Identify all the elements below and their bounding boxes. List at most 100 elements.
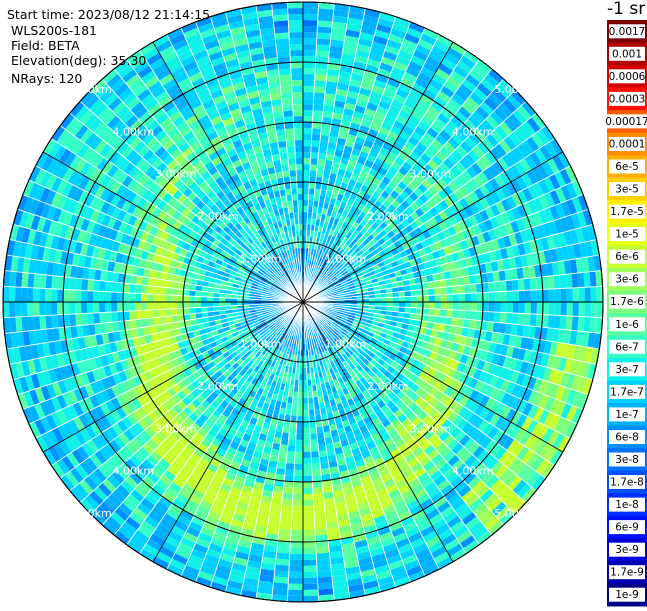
- range-gate: [591, 287, 597, 302]
- range-gate: [303, 110, 313, 116]
- range-gate: [317, 559, 331, 566]
- range-gate: [320, 462, 329, 469]
- range-gate: [9, 317, 16, 333]
- range-gate: [560, 274, 567, 288]
- range-gate: [153, 294, 159, 302]
- range-gate: [159, 295, 165, 303]
- range-gate: [303, 578, 318, 584]
- range-gate: [416, 308, 422, 315]
- range-gate: [81, 279, 88, 291]
- range-gate: [310, 164, 318, 171]
- range-gate: [471, 293, 477, 302]
- range-gate: [423, 302, 429, 309]
- range-gate: [117, 302, 123, 312]
- range-gate: [291, 530, 303, 536]
- range-gate: [282, 493, 293, 500]
- range-gate: [572, 316, 579, 331]
- range-gate: [303, 20, 318, 26]
- range-gate: [147, 302, 153, 310]
- range-gate: [464, 284, 471, 293]
- range-gate: [27, 302, 33, 316]
- range-gate: [463, 276, 470, 285]
- range-gate: [483, 302, 489, 312]
- range-gate: [153, 286, 160, 294]
- range-gate: [518, 279, 525, 291]
- range-gate: [123, 302, 129, 311]
- range-gate: [289, 433, 297, 440]
- range-gate: [303, 68, 315, 74]
- range-gate: [311, 146, 319, 153]
- range-gate: [303, 134, 312, 140]
- range-gate: [177, 302, 183, 309]
- range-gate: [537, 302, 543, 315]
- range-gate: [434, 309, 441, 317]
- range-gate: [295, 458, 304, 464]
- range-gate: [303, 86, 314, 92]
- range-gate: [129, 293, 135, 302]
- range-gate: [99, 312, 106, 323]
- range-gate: [99, 281, 106, 292]
- range-gate: [555, 302, 561, 316]
- range-gate: [136, 276, 143, 285]
- range-gate: [441, 295, 447, 303]
- range-gate: [494, 312, 501, 323]
- range-gate: [288, 439, 296, 446]
- range-gate: [451, 278, 458, 287]
- range-gate: [291, 415, 298, 421]
- range-gate: [201, 302, 207, 307]
- range-gate: [537, 289, 543, 302]
- range-gate: [195, 296, 201, 302]
- range-gate: [293, 494, 303, 500]
- range-gate: [591, 302, 597, 317]
- range-gate: [303, 44, 317, 50]
- range-gate: [283, 487, 293, 494]
- range-gate: [531, 302, 537, 314]
- range-gate: [452, 310, 459, 318]
- range-gate: [310, 433, 318, 440]
- range-gate: [316, 553, 330, 560]
- range-gate: [303, 506, 314, 512]
- range-gate: [296, 428, 303, 434]
- range-gate: [470, 284, 477, 293]
- range-gate: [393, 297, 399, 302]
- range-gate: [294, 464, 303, 470]
- range-gate: [135, 293, 141, 302]
- range-gate: [318, 14, 333, 21]
- range-gate: [423, 295, 429, 302]
- range-gate: [148, 318, 155, 327]
- range-gate: [142, 277, 149, 286]
- range-gate: [51, 276, 58, 289]
- range-gate: [311, 451, 319, 458]
- range-gate: [9, 271, 16, 287]
- range-gate: [313, 493, 324, 500]
- range-gate: [317, 38, 331, 45]
- range-gate: [293, 488, 303, 494]
- range-gate: [463, 319, 470, 328]
- range-gate: [141, 285, 148, 294]
- range-gate: [303, 170, 310, 176]
- range-gate: [399, 297, 405, 302]
- range-gate: [477, 293, 483, 302]
- range-gate: [285, 469, 294, 476]
- range-gate: [295, 446, 303, 452]
- range-gate: [543, 302, 549, 315]
- range-gate: [303, 152, 311, 158]
- range-gate: [272, 492, 283, 499]
- range-gate: [303, 434, 310, 440]
- range-gate: [171, 295, 177, 302]
- range-gate: [316, 50, 329, 57]
- range-gate: [287, 445, 295, 452]
- range-gate: [290, 548, 303, 554]
- range-gate: [488, 312, 495, 322]
- range-gate: [294, 470, 303, 476]
- range-gate: [303, 140, 312, 146]
- range-gate: [171, 309, 178, 316]
- range-gate: [135, 302, 141, 311]
- range-gate: [465, 293, 471, 302]
- range-gate: [129, 311, 136, 320]
- range-gate: [313, 499, 324, 506]
- range-gate: [295, 452, 303, 458]
- range-gate: [69, 314, 76, 327]
